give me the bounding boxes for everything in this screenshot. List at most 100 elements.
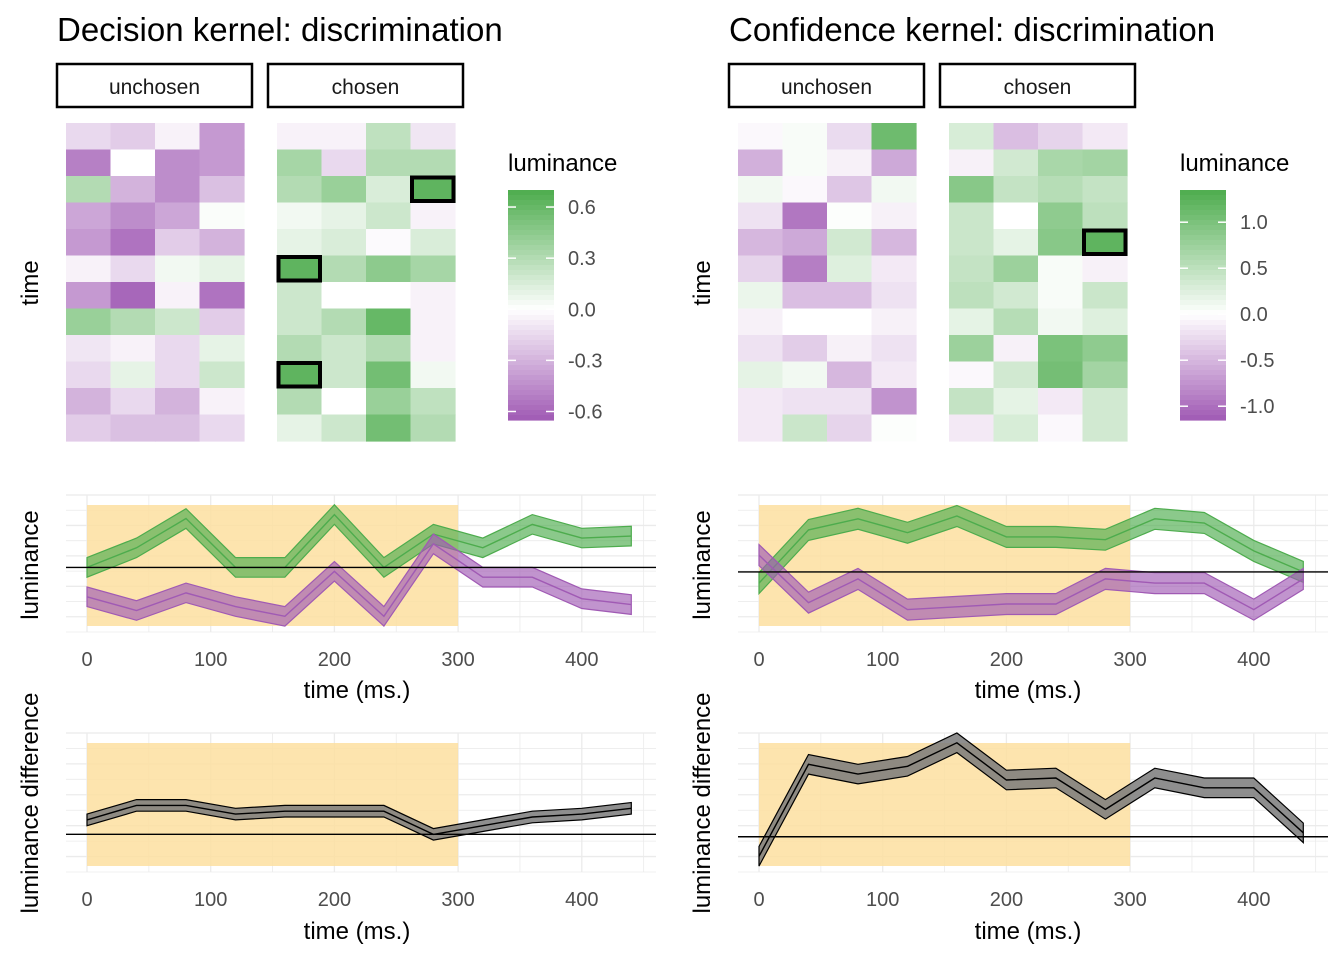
x-tick-label: 100 <box>194 889 227 911</box>
heatmap-cell <box>155 176 201 204</box>
difference-ribbon <box>86 799 632 841</box>
facet-strip-chosen-box <box>938 62 1137 109</box>
heatmap-cell <box>155 123 201 151</box>
confidence-luminance-plot: 0 100 200 300 400 <box>738 494 1328 671</box>
heatmap-cell <box>321 414 367 442</box>
colorbar-segment <box>1180 225 1226 231</box>
heatmap-cell <box>199 308 245 336</box>
heatmap-cell <box>277 335 323 363</box>
heatmap-cell <box>871 123 917 151</box>
colorbar-segment <box>1180 205 1226 211</box>
colorbar-tick-label: -1.0 <box>1240 396 1274 418</box>
colorbar-segment <box>508 265 554 271</box>
heatmap-cell <box>1082 361 1128 389</box>
heatmap-cell <box>738 388 784 416</box>
heatmap-cell <box>993 149 1039 177</box>
colorbar-segment <box>1180 370 1226 376</box>
heatmap-cell <box>410 414 456 442</box>
heatmap-cell <box>277 388 323 416</box>
heatmap-cell <box>738 335 784 363</box>
colorbar-segment <box>1180 400 1226 406</box>
heatmap-cell <box>827 176 873 204</box>
heatmap-cell <box>871 308 917 336</box>
heatmap-cell <box>827 282 873 310</box>
colorbar-segment <box>508 225 554 231</box>
y-axis-title: luminance <box>17 510 44 619</box>
colorbar-segment <box>508 370 554 376</box>
chosen-line <box>758 515 1304 584</box>
x-tick-label: 100 <box>866 649 899 671</box>
difference-ribbon <box>758 732 1304 867</box>
colorbar-segment <box>508 190 554 196</box>
heatmap-cell <box>110 255 156 283</box>
colorbar-segment <box>1180 290 1226 296</box>
colorbar-segment <box>508 325 554 331</box>
heatmap-cell <box>1038 282 1084 310</box>
heatmap-cell <box>410 282 456 310</box>
x-tick-label: 400 <box>1237 649 1270 671</box>
x-tick-label: 0 <box>753 649 764 671</box>
heatmap-cell <box>155 282 201 310</box>
decision-title: Decision kernel: discrimination <box>57 11 503 48</box>
heatmap-cell <box>277 414 323 442</box>
colorbar-segment <box>508 315 554 321</box>
heatmap-cell <box>827 414 873 442</box>
colorbar-segment <box>508 310 554 316</box>
x-axis-title: time (ms.) <box>975 677 1082 704</box>
heatmap-cell <box>66 282 112 310</box>
heatmap-cell <box>1038 308 1084 336</box>
heatmap-cell <box>993 255 1039 283</box>
heatmap-cell <box>155 414 201 442</box>
x-tick-label: 0 <box>753 889 764 911</box>
facet-strip-chosen: chosen <box>1004 76 1072 99</box>
heatmap-cell <box>366 388 412 416</box>
decision-heatmap-panel: Decision kernel: discrimination unchosen… <box>17 11 617 442</box>
heatmap-cell <box>155 335 201 363</box>
confidence-title: Confidence kernel: discrimination <box>729 11 1215 48</box>
colorbar-segment <box>1180 200 1226 206</box>
heatmap-cell <box>110 388 156 416</box>
facet-strip-chosen: chosen <box>332 76 400 99</box>
colorbar-segment <box>1180 395 1226 401</box>
heatmap-cell <box>827 388 873 416</box>
heatmap-cell <box>366 202 412 230</box>
heatmap-cell <box>321 229 367 257</box>
heatmap-cell <box>321 149 367 177</box>
heatmap-cell <box>738 308 784 336</box>
legend-title: luminance <box>508 150 617 177</box>
heatmap-cell <box>993 361 1039 389</box>
heatmap-cell <box>155 229 201 257</box>
colorbar-segment <box>508 380 554 386</box>
heatmap-cell <box>277 308 323 336</box>
heatmap-cell <box>871 229 917 257</box>
difference-line <box>86 804 632 836</box>
heatmap-cell <box>782 308 828 336</box>
heatmap-cell <box>410 255 456 283</box>
heatmap-cell <box>321 308 367 336</box>
heatmap-cell <box>871 202 917 230</box>
confidence-difference-plot: 0 100 200 300 400 <box>738 732 1328 911</box>
heatmap-cell <box>410 123 456 151</box>
colorbar-segment <box>508 300 554 306</box>
heatmap-cell <box>738 414 784 442</box>
heatmap-chosen-grid <box>276 123 456 442</box>
heatmap-cell <box>155 308 201 336</box>
heatmap-cell <box>321 255 367 283</box>
heatmap-cell <box>871 282 917 310</box>
heatmap-cell <box>110 361 156 389</box>
x-tick-label: 400 <box>565 889 598 911</box>
heatmap-cell <box>782 149 828 177</box>
heatmap-cell <box>993 202 1039 230</box>
colorbar-segment <box>508 275 554 281</box>
colorbar-segment <box>508 330 554 336</box>
heatmap-cell <box>738 255 784 283</box>
heatmap-cell <box>1038 149 1084 177</box>
x-axis-title: time (ms.) <box>304 677 411 704</box>
heatmap-cell <box>993 308 1039 336</box>
colorbar-segment <box>1180 360 1226 366</box>
heatmap-cell <box>66 388 112 416</box>
heatmap-cell <box>1082 176 1128 204</box>
colorbar-segment <box>1180 405 1226 411</box>
heatmap-cell <box>993 282 1039 310</box>
heatmap-cell <box>1038 229 1084 257</box>
